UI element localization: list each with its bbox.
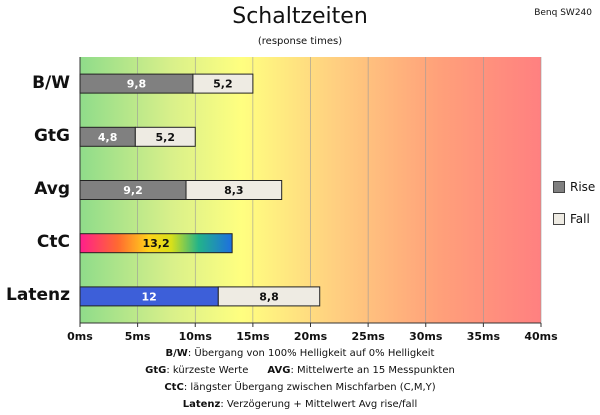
bar-fall-latenz [217,286,321,307]
x-tick-label: 10ms [179,330,213,343]
monitor-model-label: Benq SW240 [534,8,592,18]
note-bw: B/W: Übergang von 100% Helligkeit auf 0%… [165,348,435,359]
x-tick-label: 25ms [351,330,385,343]
x-tick-label: 0ms [67,330,93,343]
bar-label-rise-gtg: 4,8 [98,131,118,144]
bar-label-rise-b-w: 9,8 [127,78,147,91]
bar-fall-avg [185,180,283,200]
category-label-avg: Avg [34,179,70,199]
bar-rise-ctc [79,233,233,254]
legend-label-rise: Rise [570,180,596,194]
bar-fall-b-w [192,73,254,94]
x-tick-label: 20ms [294,330,328,343]
x-tick-label: 30ms [409,330,443,343]
note-ctc: CtC: längster Übergang zwischen Mischfar… [164,382,436,393]
note-latenz: Latenz: Verzögerung + Mittelwert Avg ris… [182,399,418,410]
bar-label-rise-avg: 9,2 [123,184,143,197]
legend-item-fall: Fall [553,210,595,228]
chart-title: Schaltzeiten [232,4,368,29]
category-label-gtg: GtG [33,125,70,146]
legend-label-fall: Fall [570,212,590,226]
chart-legend: Rise Fall [553,178,595,242]
chart-notes: B/W: Übergang von 100% Helligkeit auf 0%… [0,345,600,413]
x-tick-label: 40ms [524,330,558,343]
category-label-b-w: B/W [32,72,70,93]
bar-label-fall-b-w: 5,2 [213,78,233,91]
x-tick-label: 5ms [125,330,151,343]
bar-label-rise-latenz: 12 [141,290,156,303]
chart-subtitle: (response times) [257,36,343,47]
bar-fall-gtg [134,126,196,147]
x-tick-label: 15ms [236,330,270,343]
legend-swatch-fall [553,213,565,225]
category-label-latenz: Latenz [6,285,70,306]
bar-label-rise-ctc: 13,2 [142,237,169,250]
x-tick-label: 35ms [467,330,501,343]
bar-label-fall-gtg: 5,2 [156,131,176,144]
category-label-ctc: CtC [36,232,70,253]
note-gtg: GtG: kürzeste Werte AVG: Mittelwerte an … [145,365,455,376]
bar-label-fall-avg: 8,3 [224,184,244,197]
legend-item-rise: Rise [553,178,595,196]
legend-swatch-rise [553,181,565,193]
bar-label-fall-latenz: 8,8 [259,290,279,303]
